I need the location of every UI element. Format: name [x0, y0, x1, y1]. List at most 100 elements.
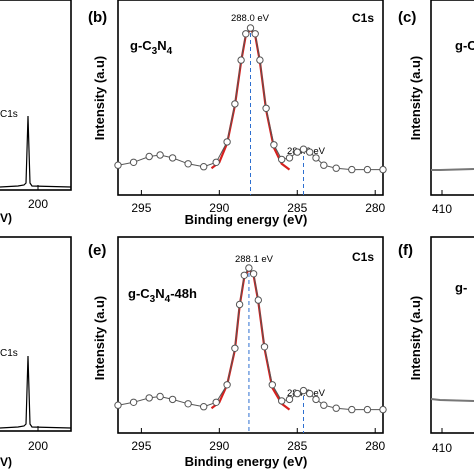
panel-c-spectrum	[431, 168, 474, 171]
panel-d-peak-label: C1s	[0, 348, 18, 359]
panel-b-data-point	[237, 56, 245, 64]
panel-e-data-point	[235, 300, 244, 309]
panel-b-data-point	[200, 163, 208, 171]
panel-b-data-point	[363, 165, 372, 174]
panel-e-letter: (e)	[88, 242, 106, 259]
panel-b-letter: (b)	[88, 9, 107, 26]
panel-e-sample-prefix: g-C	[128, 286, 150, 301]
panel-e-xlabel: Binding energy (eV)	[185, 454, 308, 469]
panel-e-core-level: C1s	[352, 250, 374, 264]
panel-b-data-point	[285, 154, 294, 162]
panel-f-frame	[430, 236, 474, 434]
panel-e-sample-suffix: -48h	[170, 286, 197, 301]
panel-e-data-point	[129, 398, 138, 406]
panel-e-data-point	[184, 400, 192, 408]
panel-b-xtick-label: 290	[209, 201, 229, 215]
panel-d-tick-label: 200	[28, 439, 48, 453]
panel-e-data-point	[200, 403, 208, 411]
panel-c-tick-label: 410	[432, 202, 452, 216]
panel-b-xtick-label: 285	[287, 201, 307, 215]
panel-e-data-point	[245, 264, 253, 272]
panel-b-data-point	[242, 30, 250, 38]
panel-b-data-point	[246, 24, 255, 32]
panel-b-data-point	[262, 104, 270, 113]
panel-a-peak-label: C1s	[0, 109, 18, 120]
panel-c-sample-fragment: g-C	[455, 38, 474, 53]
panel-e-data-point	[293, 389, 301, 398]
panel-e-data-point	[254, 296, 262, 304]
panel-b-xlabel: Binding energy (eV)	[185, 212, 308, 227]
panel-d-frame	[0, 236, 72, 432]
panel-e-data-point	[240, 271, 249, 279]
panel-e-plot-layer: 295 290 285 280	[114, 264, 387, 453]
panel-e-data-point	[156, 392, 164, 401]
panel-b-ylabel: Intensity (a.u)	[92, 56, 107, 141]
panel-b-plot-layer: 295 290 285 280	[114, 24, 387, 215]
panel-e-xtick-label: 295	[131, 439, 151, 453]
panel-e-data-line	[117, 267, 383, 411]
panel-e-data-point	[212, 398, 220, 406]
panel-f-spectrum	[430, 398, 474, 402]
panel-e: (e) Intensity (a.u) C1s g-C3N4-48h 288.1…	[88, 236, 384, 469]
panel-e-peak-main-label: 288.1 eV	[235, 254, 274, 265]
panel-b-data-point	[251, 30, 259, 38]
panel-e-data-point	[249, 270, 258, 278]
panel-e-data-point	[278, 397, 286, 405]
panel-e-sample-sub1: 3	[150, 294, 156, 305]
panel-b-data-point	[256, 56, 264, 64]
panel-e-data-point	[268, 381, 276, 389]
panel-b-data-point	[184, 160, 192, 168]
panel-d-spectrum	[0, 355, 72, 429]
panel-b-sample-mid: N	[157, 38, 166, 53]
panel-f-ylabel: Intensity (a.u)	[408, 296, 423, 381]
panel-e-data-point	[299, 386, 308, 395]
panel-b-data-point	[293, 148, 301, 156]
panel-e-sample-label: g-C3N4-48h	[128, 286, 197, 305]
panel-b-core-level: C1s	[352, 11, 374, 25]
panel-b-data-point	[114, 161, 122, 169]
panel-e-data-point	[306, 389, 314, 398]
panel-e-data-point	[348, 405, 356, 414]
panel-b-data-point	[379, 165, 387, 174]
panel-e-xtick-label: 285	[287, 439, 307, 453]
panel-e-data-point	[379, 405, 387, 414]
panel-e-xtick-label: 290	[209, 439, 229, 453]
panel-b-data-point	[312, 154, 320, 162]
panel-b-data-point	[212, 158, 220, 167]
panel-b-xtick-label: 295	[131, 201, 151, 215]
panel-b-data-point	[231, 100, 239, 108]
panel-e-data-point	[168, 395, 177, 404]
panel-e-ylabel: Intensity (a.u)	[92, 296, 107, 381]
panel-b-data-point	[270, 141, 278, 149]
panel-e-xtick-label: 280	[365, 439, 385, 453]
panel-c-letter: (c)	[398, 9, 416, 26]
panel-e-data-point	[363, 405, 372, 414]
panel-e-data-point	[332, 404, 340, 412]
panel-e-data-point	[260, 343, 269, 351]
panel-b-data-point	[223, 138, 231, 146]
panel-b-data-point	[332, 164, 340, 172]
panel-b-data-point	[306, 148, 314, 156]
panel-e-data-point	[114, 401, 122, 409]
panel-b-sample-prefix: g-C	[130, 38, 152, 53]
panel-a-tick-label: 200	[28, 197, 48, 211]
panel-d-axis-title-fragment: V)	[0, 455, 12, 469]
panel-b: (b) Intensity (a.u) C1s g-C3N4 288.0 eV …	[88, 0, 384, 227]
panel-b-data-point	[320, 161, 328, 169]
panel-c: (c) Intensity (a.u) g-C 410	[398, 0, 474, 216]
panel-e-fit-line	[210, 267, 291, 411]
panel-b-sample-sub1: 3	[152, 46, 158, 57]
panel-b-xtick-label: 280	[365, 201, 385, 215]
panel-e-frame	[117, 236, 384, 434]
panel-a: C1s 200 V)	[0, 0, 72, 225]
panel-c-ylabel: Intensity (a.u)	[408, 56, 423, 141]
panel-f-tick-label: 410	[432, 441, 452, 455]
panel-b-data-point	[156, 151, 164, 159]
panel-c-frame	[430, 0, 474, 196]
panel-e-sample-mid: N	[155, 286, 164, 301]
panel-b-data-point	[168, 154, 177, 162]
panel-b-data-point	[129, 158, 138, 167]
panel-b-sample-label: g-C3N4	[130, 38, 173, 57]
panel-e-sample-sub2: 4	[165, 294, 171, 305]
